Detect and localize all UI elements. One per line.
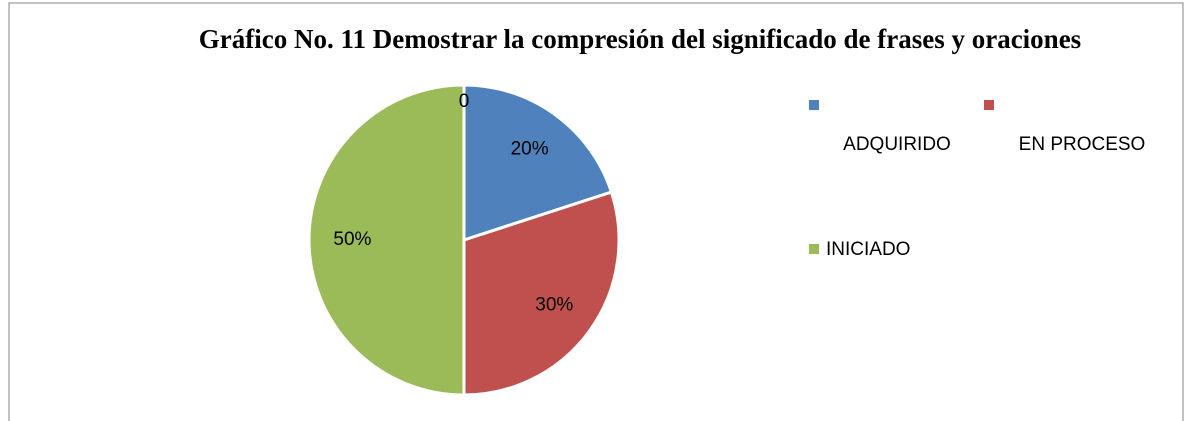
data-label: 50%: [333, 229, 371, 250]
pie-slice: [462, 190, 621, 397]
legend-swatch: [809, 244, 819, 254]
data-label: 30%: [535, 295, 573, 316]
pie-slice: [462, 83, 614, 243]
chart-frame: [8, 2, 1184, 421]
data-label: 0: [459, 91, 470, 112]
pie-slice: [307, 83, 466, 397]
legend-swatch: [809, 100, 819, 110]
data-label: 20%: [511, 139, 549, 160]
legend-label: INICIADO: [826, 239, 910, 260]
legend-label: ADQUIRIDO: [843, 134, 951, 155]
legend-swatch: [984, 100, 994, 110]
legend-label: EN PROCESO: [1019, 134, 1146, 155]
chart-title: Gráfico No. 11 Demostrar la compresión d…: [199, 24, 1081, 54]
